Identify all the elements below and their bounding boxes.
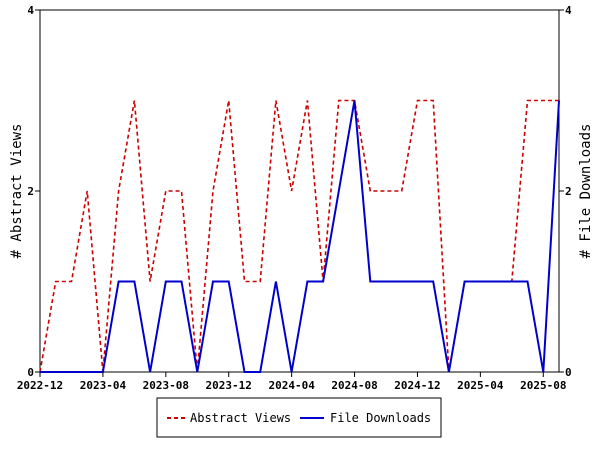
legend-label-abstract-views: Abstract Views: [190, 411, 291, 425]
y-tick-label-left: 0: [27, 366, 34, 379]
x-tick-label: 2025-04: [457, 379, 504, 392]
x-tick-label: 2024-04: [268, 379, 315, 392]
y-tick-label-left: 2: [27, 185, 34, 198]
x-tick-label: 2023-08: [143, 379, 189, 392]
legend-box: [156, 397, 442, 438]
legend: Abstract Views File Downloads: [156, 397, 442, 438]
y-axis-title-right: # File Downloads: [578, 124, 594, 259]
y-tick-label-left: 4: [27, 4, 34, 17]
x-tick-label: 2023-12: [206, 379, 252, 392]
series-line-file-downloads: [40, 100, 560, 373]
plot-area: [39, 9, 560, 373]
y-tick-label-right: 0: [565, 366, 572, 379]
y-axis-title-left: # Abstract Views: [9, 124, 25, 259]
x-tick-label: 2025-08: [520, 379, 566, 392]
x-tick-label: 2024-08: [331, 379, 377, 392]
x-tick-label: 2024-12: [394, 379, 440, 392]
y-tick-label-right: 4: [565, 4, 572, 17]
series-layer: [39, 99, 560, 373]
legend-label-file-downloads: File Downloads: [330, 411, 431, 425]
x-tick-label: 2022-12: [17, 379, 63, 392]
x-tick-label: 2023-04: [80, 379, 127, 392]
y-tick-label-right: 2: [565, 185, 572, 198]
tick-layer: 2022-12 2023-04 2023-08 2023-12 2024-04 2024-…: [17, 4, 572, 392]
